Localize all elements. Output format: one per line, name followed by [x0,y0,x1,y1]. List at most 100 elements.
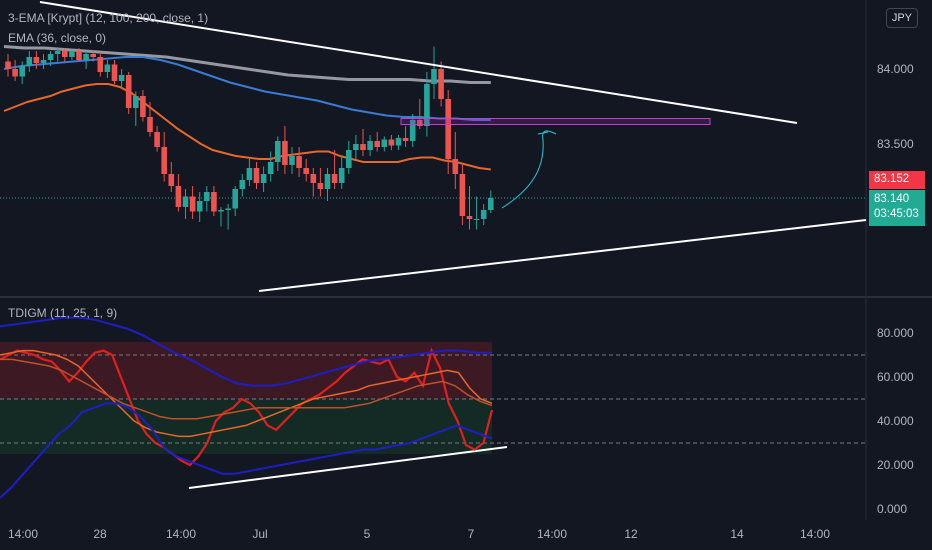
candle-body-61 [438,69,444,99]
resistance-zone [400,118,711,125]
candle-body-57 [409,120,416,141]
candle-body-34 [246,168,253,180]
candle-body-32 [232,189,238,209]
candle-body-14 [104,64,111,72]
candle-body-36 [260,174,267,183]
ema-fast-line [3,83,491,171]
drawing-tools[interactable] [39,1,867,489]
candle-body-13 [97,57,104,72]
candle-body-24 [175,186,182,207]
price-tag-current: 83.140 03:45:03 [869,190,925,226]
candle-body-28 [204,192,210,201]
candle-body-60 [431,69,437,84]
candle-body-10 [76,51,82,60]
time-tick-0: 14:00 [8,527,38,541]
projection-arrow [501,130,557,209]
candle-body-16 [118,75,125,81]
candle-body-38 [275,141,281,162]
legend-tdigm[interactable]: TDIGM (11, 25, 1, 9) [8,306,118,320]
osc-tick-3: 20.000 [877,458,914,472]
time-tick-2: 14:00 [166,527,196,541]
candle-body-40 [289,156,295,165]
candle-body-47 [338,168,345,183]
candle-body-33 [239,180,246,189]
candle-body-20 [147,117,153,132]
price-tick-1: 83.500 [877,137,914,151]
candle-body-39 [282,141,288,165]
candle-body-46 [331,174,338,183]
candle-body-21 [154,132,160,147]
candlesticks [5,46,494,230]
candle-body-65 [466,216,473,219]
candle-body-17 [125,75,132,108]
grid-lines [0,0,932,520]
candle-body-35 [253,168,260,183]
candle-body-29 [211,192,217,212]
candle-body-25 [182,196,189,207]
oscillator-trendline [188,446,508,489]
candle-body-6 [47,54,54,60]
price-tag-red: 83.152 [869,171,925,189]
candle-body-59 [424,84,430,126]
candle-body-54 [388,139,395,146]
candle-body-66 [473,219,480,220]
candle-body-26 [189,196,196,212]
candle-body-7 [54,51,61,54]
candle-body-18 [133,96,139,108]
candle-body-44 [317,183,324,189]
candle-body-30 [218,210,224,212]
osc-tick-2: 40.000 [877,414,914,428]
price-tick-0: 84.000 [877,62,914,76]
candle-body-5 [40,60,47,63]
lower-trendline [258,219,867,292]
candle-body-45 [324,174,331,189]
time-tick-3: Jul [252,527,267,541]
candle-body-12 [90,54,96,57]
candle-body-64 [459,174,466,216]
candle-body-52 [374,141,380,147]
axes: 84.000 83.500 80.000 60.000 40.000 20.000 0.00… [8,62,914,541]
candle-body-56 [402,138,409,141]
candle-body-4 [33,57,40,63]
time-tick-4: 5 [364,527,371,541]
candle-body-42 [303,168,309,174]
candle-body-8 [62,51,68,57]
osc-lower-zone [0,399,492,454]
candle-body-67 [480,210,487,219]
osc-tick-4: 0.000 [877,502,907,516]
currency-badge[interactable]: JPY [885,8,918,28]
candle-body-3 [26,57,33,66]
candle-body-31 [225,208,231,210]
candle-body-15 [111,64,118,81]
candle-body-37 [267,162,274,174]
time-tick-1: 28 [93,527,107,541]
candle-body-19 [140,96,146,117]
candle-body-49 [353,144,359,150]
osc-series-2 [0,358,493,420]
osc-tick-0: 80.000 [877,326,914,340]
ema-slow-line [3,45,491,84]
candle-body-51 [367,141,373,150]
legend-ema-36[interactable]: EMA (36, close, 0) [8,31,107,45]
ema-mid-line [3,56,491,121]
bar-countdown: 03:45:03 [874,208,919,220]
candle-body-55 [395,138,402,146]
time-tick-8: 14 [730,527,744,541]
legend-3-ema[interactable]: 3-EMA [Krypt] (12, 100, 200, close, 1) [8,11,209,25]
ema-lines [3,45,491,171]
osc-series-1 [0,349,493,438]
candle-body-2 [19,66,25,77]
candle-body-50 [360,144,366,150]
tdigm-oscillator [0,316,494,499]
time-tick-6: 14:00 [537,527,567,541]
oscillator-background [0,341,492,454]
candle-body-11 [83,54,89,60]
osc-tick-1: 60.000 [877,370,914,384]
candle-body-9 [69,51,75,57]
candle-body-43 [310,174,317,183]
candle-body-27 [196,201,203,212]
candle-body-63 [452,159,459,174]
candle-body-48 [346,150,352,168]
candle-body-62 [445,99,451,159]
